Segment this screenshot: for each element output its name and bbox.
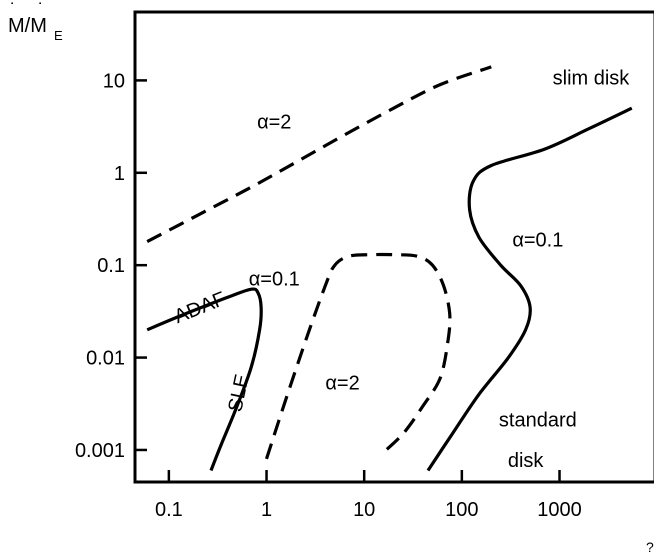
y-axis-title: M/M E ˙ ˙ [8, 0, 63, 43]
x-axis-title-fragment: ? [646, 539, 654, 552]
sle-label: SLE [224, 372, 253, 414]
x-tick-label-2: 10 [353, 499, 375, 521]
curve-adaf-sle-alpha01 [146, 287, 263, 472]
y-tick-label-1: 1 [114, 163, 125, 185]
adaf-label: ADAF [171, 288, 229, 328]
slim-disk-label: slim disk [553, 68, 631, 90]
x-tick-label-1: 1 [261, 499, 272, 521]
alpha01-left-label: α=0.1 [249, 269, 300, 291]
x-tick-label-3: 100 [445, 499, 478, 521]
y-axis-title-subscript: E [54, 28, 63, 43]
alpha2-middle-label: α=2 [325, 373, 359, 395]
y-tick-label-4: 0.001 [75, 440, 125, 462]
curve-annotations: α=2 slim disk α=0.1 α=0.1 ADAF SLE α=2 standard… [171, 68, 630, 473]
curve-slim-standard-alpha01 [426, 106, 633, 472]
x-tick-label-0: 0.1 [155, 499, 183, 521]
alpha01-right-label: α=0.1 [512, 229, 563, 251]
x-tick-label-4: 1000 [537, 499, 582, 521]
curves [146, 65, 633, 472]
standard-label: standard [499, 409, 577, 431]
axis-ticks [135, 79, 561, 482]
y-tick-label-2: 0.1 [97, 255, 125, 277]
disk-label: disk [508, 450, 545, 472]
y-tick-label-0: 10 [103, 70, 125, 92]
curve-alpha2-middle [264, 252, 452, 460]
y-axis-title-dot-1: ˙ [10, 0, 16, 20]
y-axis-title-dot-2: ˙ [38, 0, 44, 20]
y-tick-label-3: 0.01 [86, 348, 125, 370]
plot-frame [133, 10, 654, 484]
axis-tick-labels: 0.1 1 10 100 1000 10 1 0.1 0.01 0.001 [75, 70, 582, 521]
y-axis-title-main: M/M [8, 15, 47, 37]
curve-alpha2-upper [146, 65, 492, 244]
alpha2-upper-label: α=2 [257, 112, 291, 134]
